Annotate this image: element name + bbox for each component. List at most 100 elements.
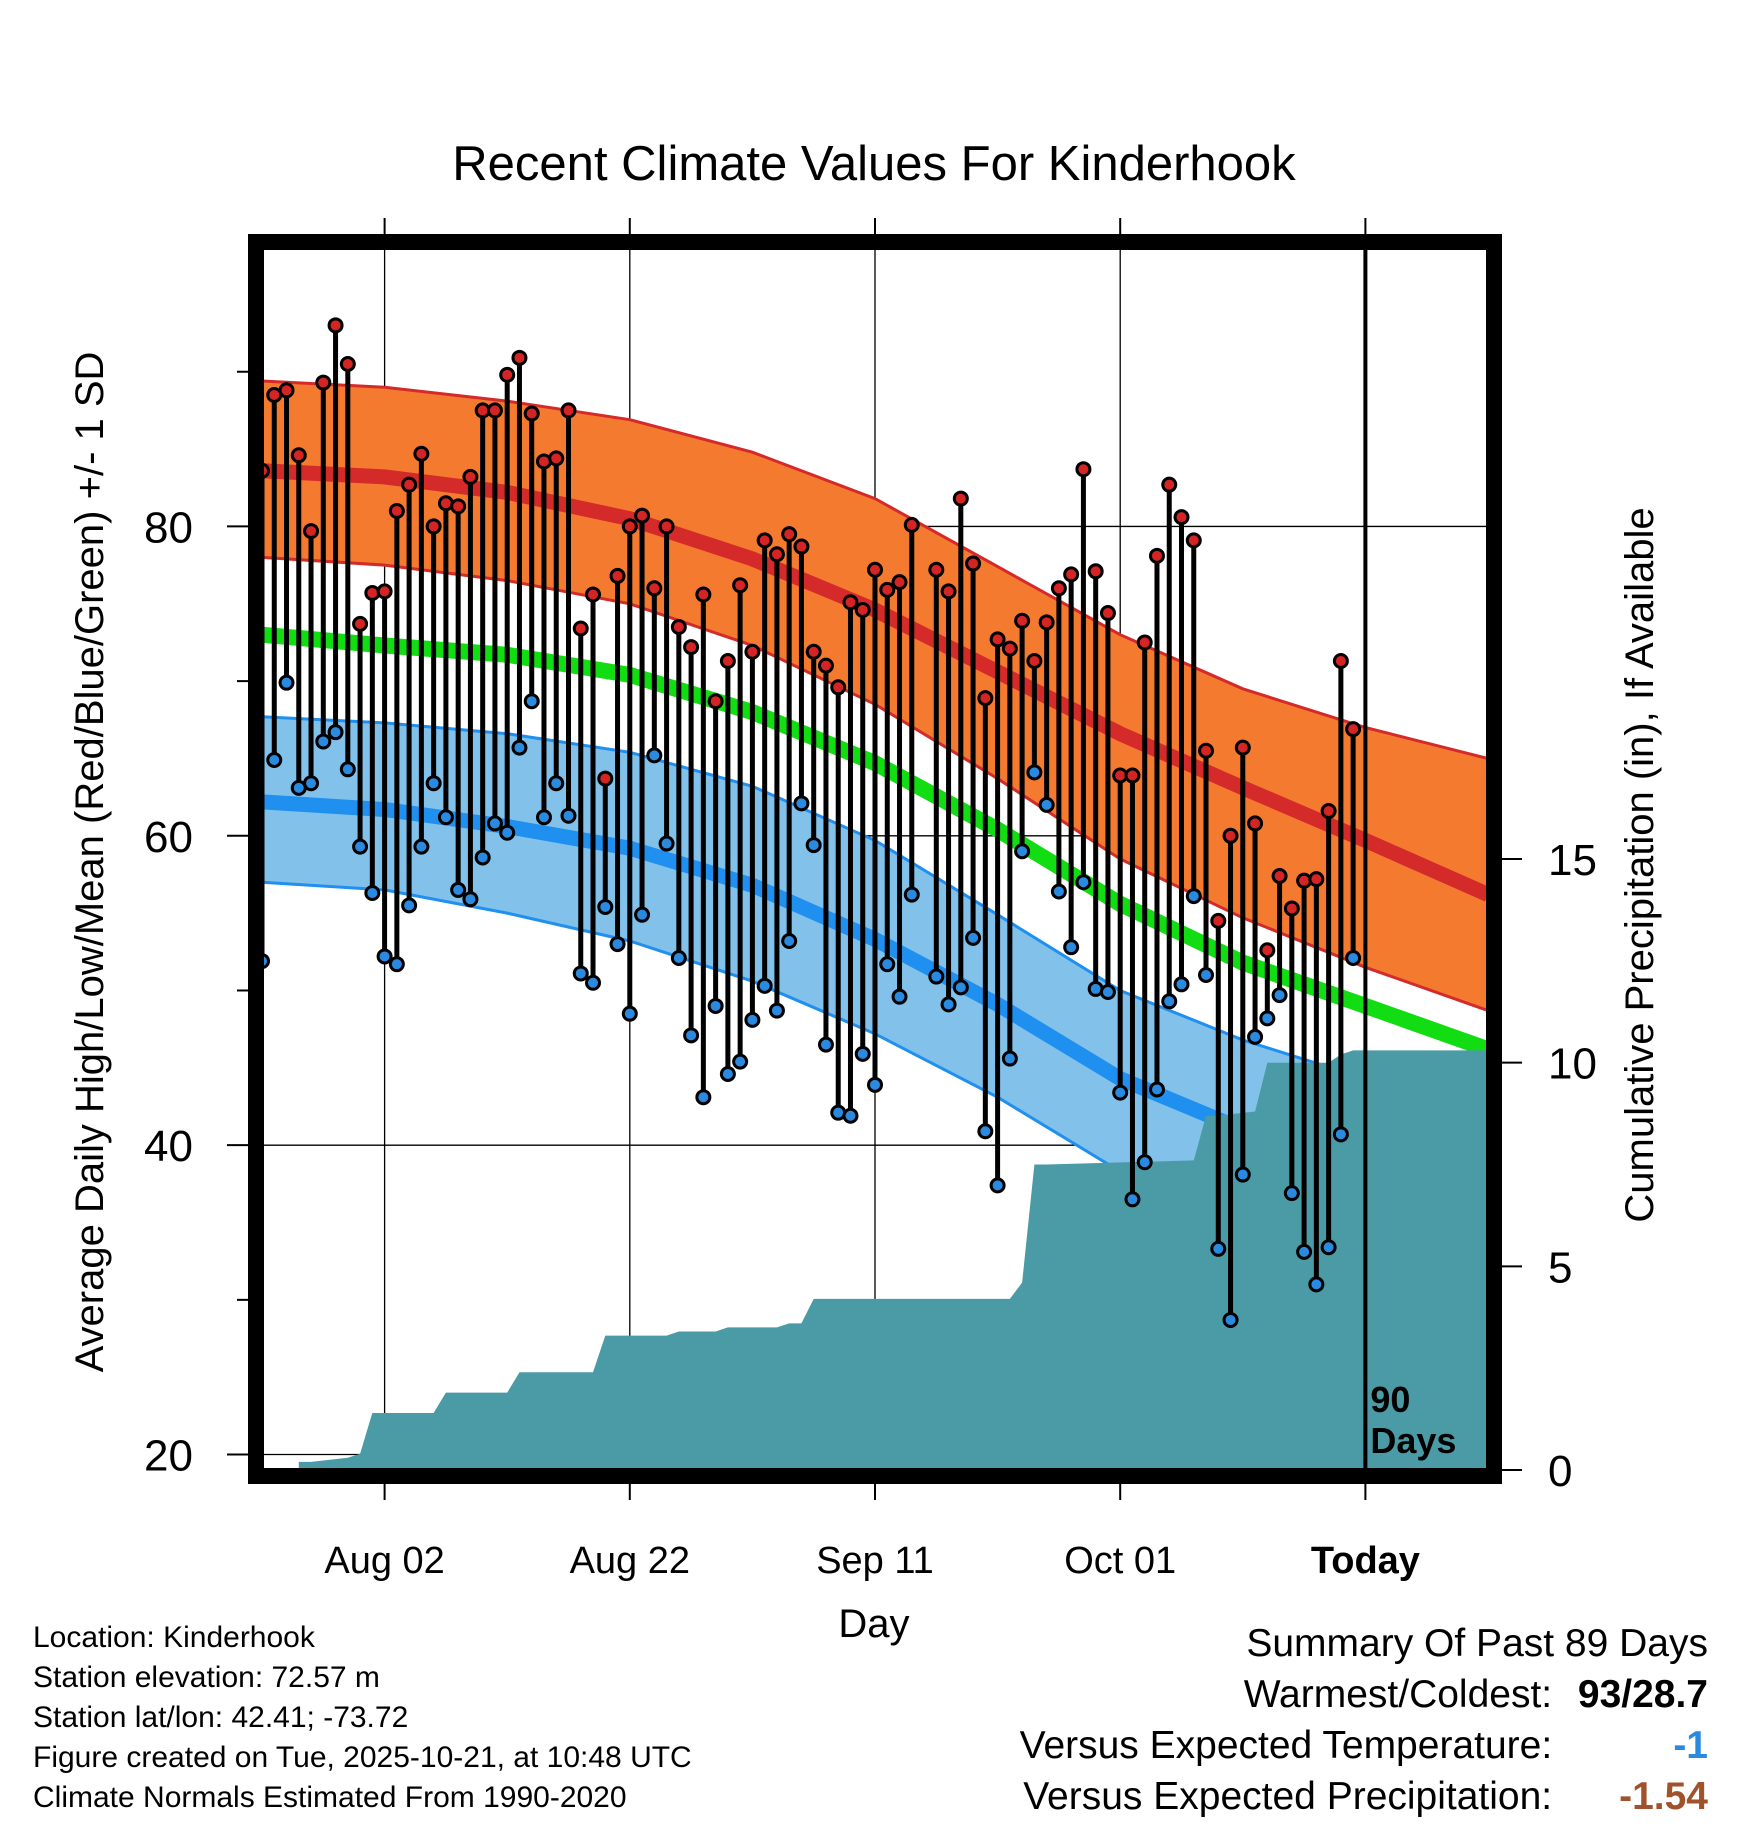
daily-low-point <box>793 795 810 812</box>
daily-low-point <box>1247 1028 1264 1045</box>
daily-high-point <box>940 583 957 600</box>
daily-dots <box>262 317 1362 1328</box>
daily-low-point <box>1050 883 1067 900</box>
daily-high-point <box>352 615 369 632</box>
daily-high-point <box>842 594 859 611</box>
daily-high-point <box>977 690 994 707</box>
y-right-tick-label: 0 <box>1548 1447 1572 1496</box>
y-right-tick-label: 15 <box>1548 836 1597 885</box>
summary-warmest-coldest: Warmest/Coldest: 93/28.7 <box>1020 1669 1708 1720</box>
daily-low-point <box>634 906 651 923</box>
x-tick-label: Oct 01 <box>1064 1540 1176 1582</box>
daily-high-point <box>879 581 896 598</box>
daily-low-point <box>1283 1185 1300 1202</box>
daily-high-point <box>413 445 430 462</box>
daily-low-point <box>511 739 528 756</box>
daily-high-point <box>1050 580 1067 597</box>
daily-low-point <box>303 775 320 792</box>
y-right-tick-label: 5 <box>1548 1243 1572 1292</box>
station-elevation: Station elevation: 72.57 m <box>33 1661 380 1694</box>
y-axis-label: Average Daily High/Low/Mean (Red/Blue/Gr… <box>68 352 112 1373</box>
daily-low-point <box>744 1011 761 1028</box>
daily-high-point <box>670 618 687 635</box>
normals-period: Climate Normals Estimated From 1990-2020 <box>33 1781 627 1814</box>
daily-low-point <box>646 747 663 764</box>
daily-high-point <box>891 574 908 591</box>
x-tick-label: Sep 11 <box>816 1540 934 1582</box>
daily-high-point <box>1198 742 1215 759</box>
daily-high-point <box>646 580 663 597</box>
daily-high-point <box>903 516 920 533</box>
daily-high-point <box>707 693 724 710</box>
daily-high-point <box>1124 767 1141 784</box>
daily-low-point <box>462 891 479 908</box>
daily-high-point <box>867 561 883 578</box>
daily-low-point <box>867 1076 883 1093</box>
daily-high-point <box>793 538 810 555</box>
daily-high-point <box>732 577 749 594</box>
daily-high-point <box>1320 803 1337 820</box>
daily-low-point <box>1296 1243 1313 1260</box>
daily-high-point <box>486 402 503 419</box>
daily-low-point <box>1014 843 1031 860</box>
daily-high-point <box>817 657 834 674</box>
daily-low-point <box>805 837 822 854</box>
daily-low-point <box>352 838 369 855</box>
precip-label: Versus Expected Precipitation: <box>1023 1775 1553 1818</box>
daily-low-point <box>903 886 920 903</box>
daily-high-point <box>450 498 467 515</box>
summary-precipitation: Versus Expected Precipitation: -1.54 <box>1020 1771 1708 1822</box>
daily-high-point <box>499 366 516 383</box>
daily-high-point <box>327 317 344 334</box>
daily-low-point <box>1198 967 1215 984</box>
daily-high-point <box>388 502 405 519</box>
axis-ticks <box>227 218 1522 1500</box>
daily-low-point <box>425 775 442 792</box>
daily-low-point <box>1038 796 1055 813</box>
daily-high-point <box>1185 532 1202 549</box>
daily-high-point <box>560 402 577 419</box>
daily-high-point <box>1210 912 1227 929</box>
daily-high-point <box>1247 815 1264 832</box>
daily-range-stems <box>262 325 1356 1320</box>
x-tick-label: Aug 22 <box>570 1540 690 1582</box>
daily-high-point <box>1099 605 1116 622</box>
daily-high-point <box>1308 871 1325 888</box>
daily-high-point <box>744 643 761 660</box>
daily-high-point <box>854 601 871 618</box>
daily-low-point <box>548 775 565 792</box>
x-tick-label: Today <box>1311 1540 1420 1582</box>
daily-low-point <box>621 1005 638 1022</box>
precip-value: -1.54 <box>1619 1775 1708 1818</box>
daily-low-point <box>695 1089 712 1106</box>
daily-high-point <box>572 620 589 637</box>
daily-low-point <box>879 956 896 973</box>
daily-high-point <box>278 382 295 399</box>
x-tick-label: Aug 02 <box>324 1540 444 1582</box>
daily-high-point <box>1063 566 1080 583</box>
y-tick-label: 20 <box>144 1432 193 1481</box>
daily-low-point <box>1271 987 1288 1004</box>
daily-low-point <box>683 1027 700 1044</box>
daily-low-point <box>499 824 516 841</box>
daily-low-point <box>450 881 467 898</box>
daily-low-point <box>1026 764 1043 781</box>
daily-low-point <box>1210 1240 1227 1257</box>
daily-high-point <box>425 518 442 535</box>
daily-low-point <box>1136 1154 1153 1171</box>
daily-high-point <box>1283 900 1300 917</box>
daily-low-point <box>658 835 675 852</box>
today-days-label: Days <box>1370 1420 1456 1461</box>
daily-low-point <box>437 809 454 826</box>
daily-high-point <box>719 653 736 670</box>
daily-low-point <box>1099 984 1116 1001</box>
daily-low-point <box>854 1045 871 1062</box>
daily-high-point <box>1259 942 1276 959</box>
daily-low-point <box>327 724 344 741</box>
daily-low-point <box>585 974 602 991</box>
daily-low-point <box>928 968 945 985</box>
daily-high-point <box>1161 476 1178 493</box>
daily-high-point <box>339 356 356 373</box>
daily-low-point <box>940 996 957 1013</box>
